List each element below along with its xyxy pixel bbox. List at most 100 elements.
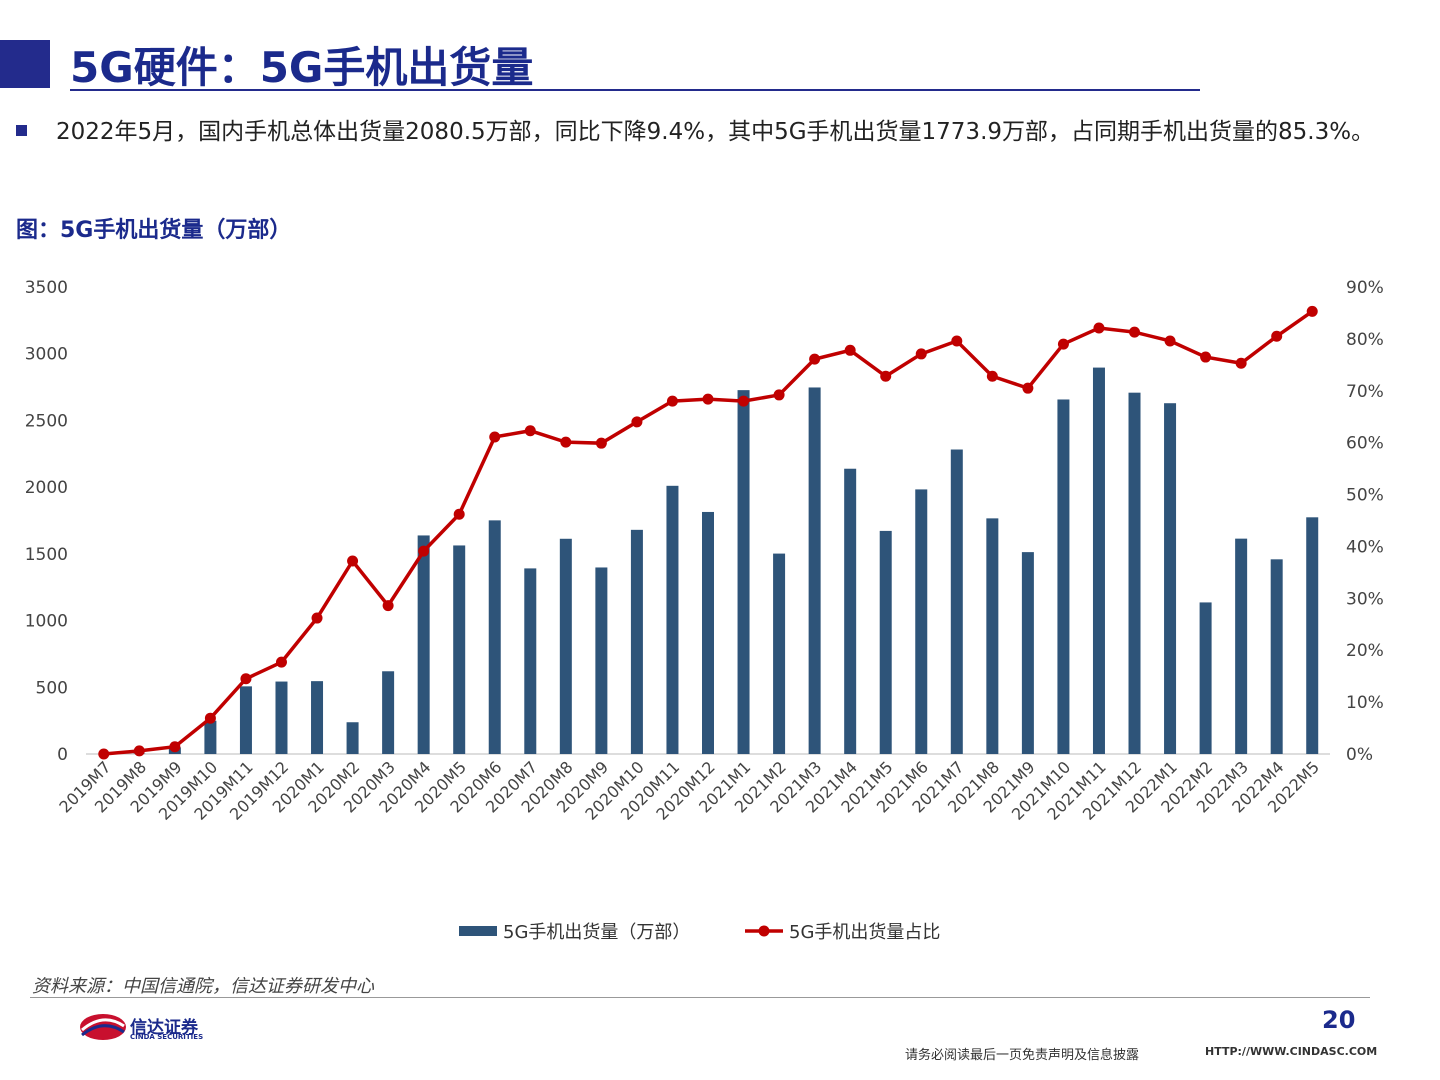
line-point (98, 748, 110, 760)
line-point (1200, 351, 1212, 363)
line-point (773, 389, 785, 401)
bar (1021, 552, 1034, 754)
line-point (240, 673, 252, 685)
line-point (702, 393, 714, 405)
slide-title: 5G硬件：5G手机出货量 (70, 43, 534, 92)
line-point (453, 508, 465, 520)
y2-tick-label: 10% (1346, 693, 1384, 713)
bar (1306, 517, 1319, 754)
bar (275, 681, 288, 754)
footer-rule (30, 997, 1370, 998)
page-number: 20 (1322, 1006, 1356, 1034)
y2-tick-label: 90% (1346, 278, 1384, 298)
bar (808, 387, 821, 754)
bar (1092, 367, 1105, 754)
line-point (275, 656, 287, 668)
legend-label: 5G手机出货量占比 (789, 922, 940, 943)
chart: 0 500 1000 1500 2000 2500 3000 3500 0% 10% 20% 30% 4… (25, 278, 1384, 943)
bar (737, 390, 750, 754)
line-point (595, 437, 607, 449)
bar (346, 722, 359, 754)
bar (844, 468, 857, 754)
y2-tick-label: 20% (1346, 641, 1384, 661)
bullet-text: 2022年5月，国内手机总体出货量2080.5万部，同比下降9.4%，其中5G手… (56, 119, 1375, 145)
bar (239, 686, 252, 754)
bar (417, 535, 430, 754)
bar (1057, 399, 1070, 754)
bar (453, 545, 466, 754)
bar (311, 681, 324, 754)
title-block (0, 40, 50, 88)
y-tick-label: 500 (36, 678, 68, 698)
bullet-mark (16, 125, 27, 136)
legend-label: 5G手机出货量（万部） (503, 922, 690, 943)
line-point (809, 353, 821, 365)
legend-swatch (758, 925, 770, 937)
line-point (418, 545, 430, 557)
source-note: 资料来源：中国信通院，信达证券研发中心 (32, 976, 374, 997)
line-point (631, 416, 643, 428)
line-point (1129, 326, 1141, 338)
y2-tick-label: 30% (1346, 589, 1384, 609)
line-point (204, 712, 216, 724)
bar (559, 538, 572, 754)
bar (1128, 392, 1141, 754)
bar (204, 720, 217, 754)
bar (702, 511, 714, 754)
line-point (1164, 335, 1176, 347)
bar (524, 568, 537, 754)
y-tick-label: 1500 (25, 545, 68, 565)
bar (666, 485, 679, 754)
y-tick-label: 3000 (25, 345, 68, 365)
y2-tick-label: 80% (1346, 330, 1384, 350)
line-point (524, 425, 536, 437)
site-url: HTTP://WWW.CINDASC.COM (1205, 1045, 1378, 1058)
line-point (133, 745, 145, 757)
bar (1235, 538, 1248, 754)
bar (915, 489, 928, 754)
line-point (169, 741, 181, 753)
bar (595, 567, 608, 754)
y-tick-label: 3500 (25, 278, 68, 298)
line-point (951, 335, 963, 347)
bar (879, 530, 892, 754)
bar (630, 529, 643, 754)
line-point (1093, 322, 1105, 334)
y2-tick-label: 60% (1346, 434, 1384, 454)
line-point (880, 370, 892, 382)
bar (1199, 602, 1212, 754)
line-point (1235, 357, 1247, 369)
disclaimer: 请务必阅读最后一页免责声明及信息披露 (905, 1048, 1140, 1063)
line-point (1057, 338, 1069, 350)
line-point (311, 612, 323, 624)
line-point (915, 348, 927, 360)
chart-caption: 图：5G手机出货量（万部） (16, 218, 292, 243)
logo-en: CINDA SECURITIES (130, 1033, 204, 1041)
line-point (347, 555, 359, 567)
y-tick-label: 1000 (25, 612, 68, 632)
y-tick-label: 2000 (25, 478, 68, 498)
line-point (738, 395, 750, 407)
bar (488, 520, 501, 754)
bar (950, 449, 963, 754)
y2-tick-label: 0% (1346, 745, 1373, 765)
bar (773, 553, 786, 754)
line-point (382, 600, 394, 612)
bar (1270, 559, 1283, 754)
line-point (560, 436, 572, 448)
bar (1164, 403, 1177, 754)
line-point (1271, 330, 1283, 342)
logo-cn: 信达证券 (130, 1018, 198, 1038)
line-point (1306, 305, 1318, 317)
line-point (844, 344, 856, 356)
line-point (986, 370, 998, 382)
y2-tick-label: 50% (1346, 486, 1384, 506)
logo-icon (80, 1014, 126, 1040)
title-rule (70, 89, 1200, 91)
legend-swatch (459, 926, 497, 936)
line-point (1022, 382, 1034, 394)
y2-tick-label: 70% (1346, 382, 1384, 402)
bar (986, 518, 999, 754)
y2-tick-label: 40% (1346, 537, 1384, 557)
